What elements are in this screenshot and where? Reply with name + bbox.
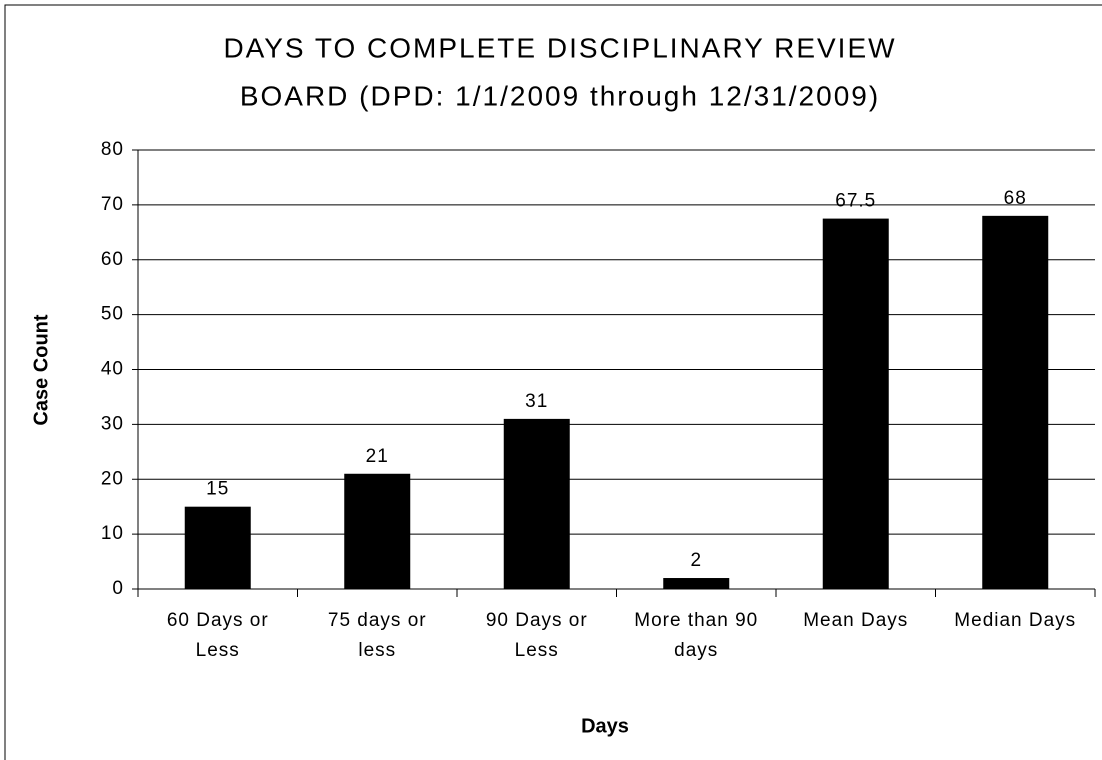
y-axis-title: Case Count [30, 314, 52, 425]
chart-title: BOARD (DPD: 1/1/2009 through 12/31/2009) [240, 80, 880, 111]
y-tick-label: 0 [112, 578, 124, 599]
bar [982, 215, 1049, 589]
data-label: 15 [206, 479, 229, 500]
y-tick-label: 10 [101, 523, 124, 544]
y-tick-label: 80 [101, 139, 124, 160]
x-tick-label: Mean Days [803, 610, 908, 631]
data-label: 68 [1004, 188, 1027, 209]
chart-title: DAYS TO COMPLETE DISCIPLINARY REVIEW [223, 32, 896, 63]
bar [184, 506, 251, 589]
y-tick-label: 40 [101, 359, 124, 380]
y-tick-label: 60 [101, 249, 124, 270]
x-tick-label: More than 90 [634, 610, 758, 631]
x-tick-label: 75 days or [328, 610, 427, 631]
x-tick-label: Less [196, 640, 240, 661]
data-label: 31 [525, 391, 548, 412]
x-tick-label: Less [515, 640, 559, 661]
chart-frame [4, 4, 1102, 760]
bar [663, 578, 730, 589]
x-tick-label: less [358, 640, 396, 661]
x-tick-label: 90 Days or [486, 610, 588, 631]
data-label: 2 [690, 550, 702, 571]
bar [344, 473, 411, 589]
x-tick-label: Median Days [954, 610, 1076, 631]
x-axis-title: Days [581, 715, 629, 737]
y-tick-label: 70 [101, 194, 124, 215]
bar [822, 218, 889, 589]
y-tick-label: 50 [101, 304, 124, 325]
y-tick-label: 20 [101, 468, 124, 489]
y-tick-label: 30 [101, 413, 124, 434]
x-tick-label: 60 Days or [167, 610, 269, 631]
x-tick-label: days [674, 640, 718, 661]
data-label: 21 [366, 446, 389, 467]
bar [503, 418, 570, 589]
data-label: 67.5 [835, 191, 876, 212]
